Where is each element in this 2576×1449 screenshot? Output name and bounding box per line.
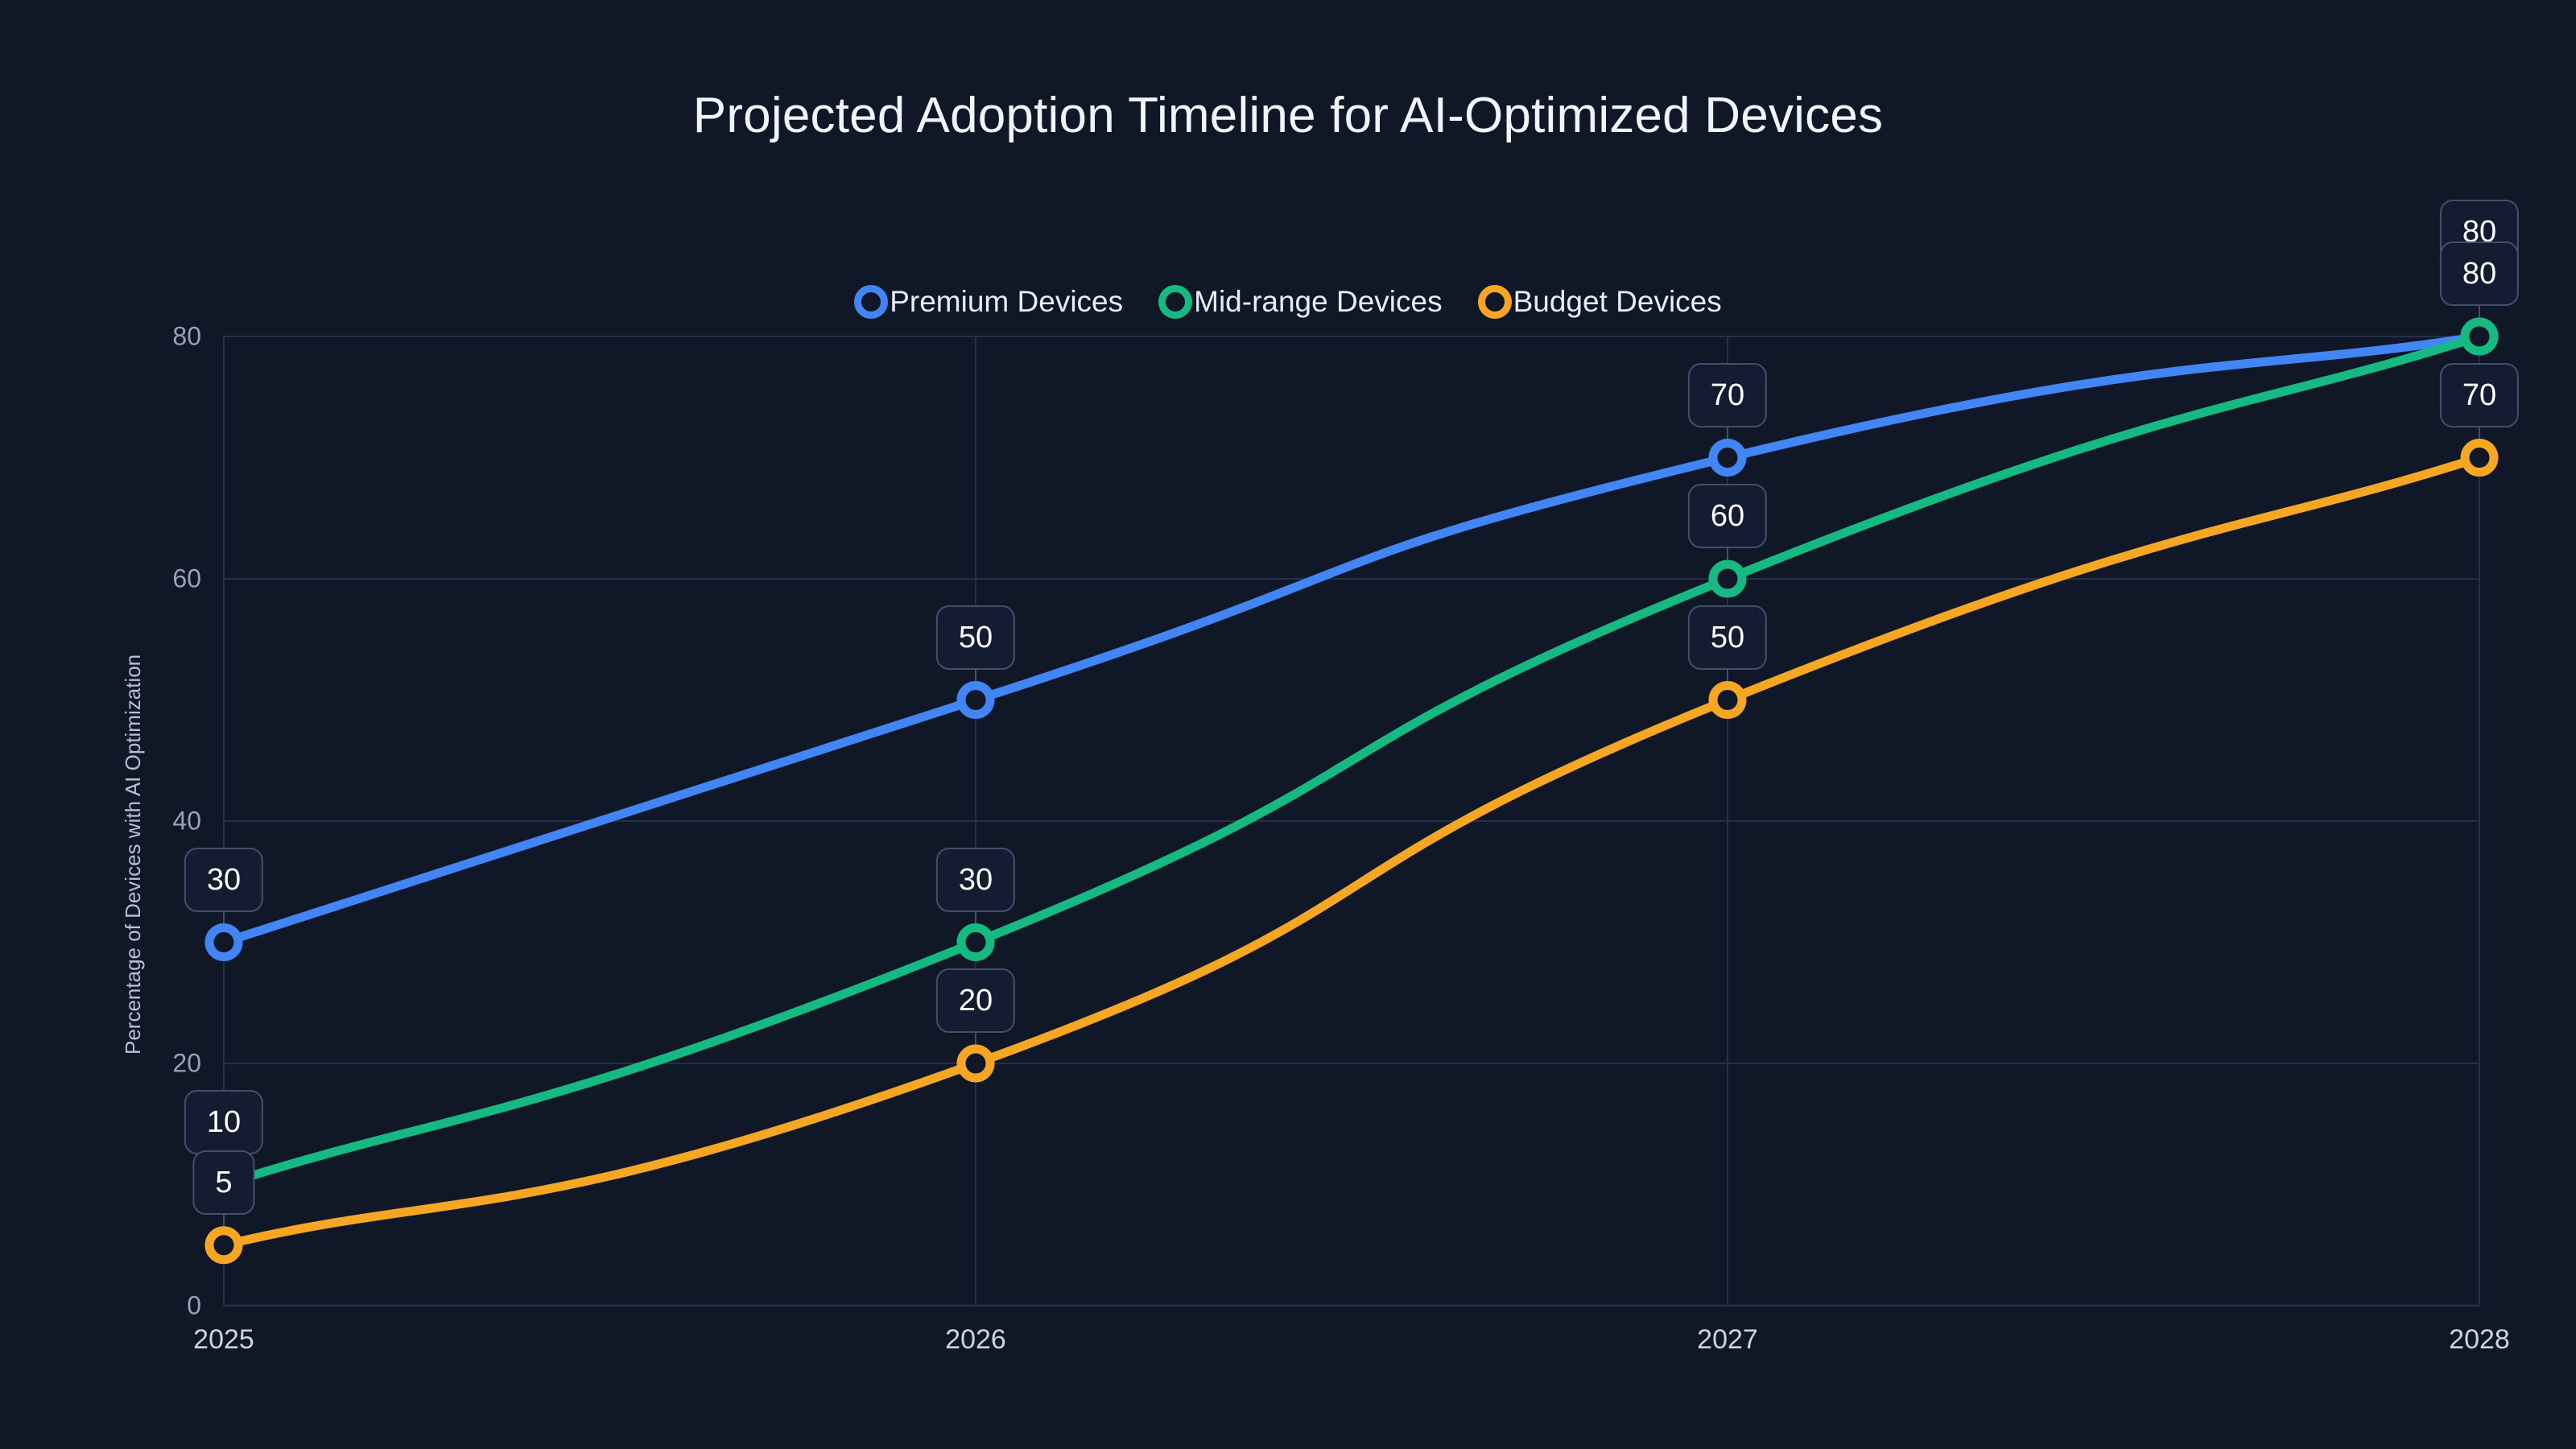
y-axis-title: Percentage of Devices with AI Optimizati… [121, 654, 145, 1055]
data-point-label: 50 [1687, 605, 1768, 670]
data-point-marker[interactable] [1708, 681, 1747, 719]
series-lines [219, 332, 2484, 1250]
data-point-label: 60 [1687, 484, 1768, 548]
x-axis-tick-label: 2025 [193, 1324, 254, 1355]
x-axis-tick-label: 2028 [2449, 1324, 2510, 1355]
x-axis-tick-label: 2027 [1697, 1324, 1758, 1355]
y-axis-tick-label: 80 [172, 321, 201, 351]
label-connectors [223, 256, 2480, 1245]
page-title: Projected Adoption Timeline for AI-Optim… [692, 88, 1884, 143]
y-axis-tick-label: 0 [187, 1290, 201, 1320]
data-point-marker[interactable] [2460, 439, 2499, 477]
data-point-label: 70 [1687, 362, 1768, 427]
y-axis-tick-label: 60 [172, 564, 201, 593]
data-point-marker[interactable] [2460, 317, 2499, 356]
data-point-marker[interactable] [956, 923, 995, 961]
data-point-label: 80 [2439, 242, 2520, 306]
data-point-marker[interactable] [956, 1044, 995, 1083]
series-markers [204, 317, 2499, 1265]
data-point-label: 20 [935, 968, 1016, 1033]
data-point-label: 50 [935, 605, 1016, 670]
data-point-label: 30 [184, 847, 264, 912]
data-point-marker[interactable] [1708, 559, 1747, 598]
data-point-label: 5 [192, 1150, 255, 1215]
data-point-label: 10 [184, 1089, 264, 1154]
y-axis-tick-label: 20 [172, 1048, 201, 1078]
data-point-label: 70 [2439, 362, 2520, 427]
data-point-marker[interactable] [204, 1226, 243, 1265]
x-axis-tick-label: 2026 [945, 1324, 1006, 1355]
data-point-marker[interactable] [204, 923, 243, 961]
gridlines [223, 336, 2480, 1307]
y-axis-tick-label: 40 [172, 806, 201, 836]
data-point-marker[interactable] [1708, 439, 1747, 477]
data-point-label: 30 [935, 847, 1016, 912]
data-point-marker[interactable] [956, 681, 995, 719]
